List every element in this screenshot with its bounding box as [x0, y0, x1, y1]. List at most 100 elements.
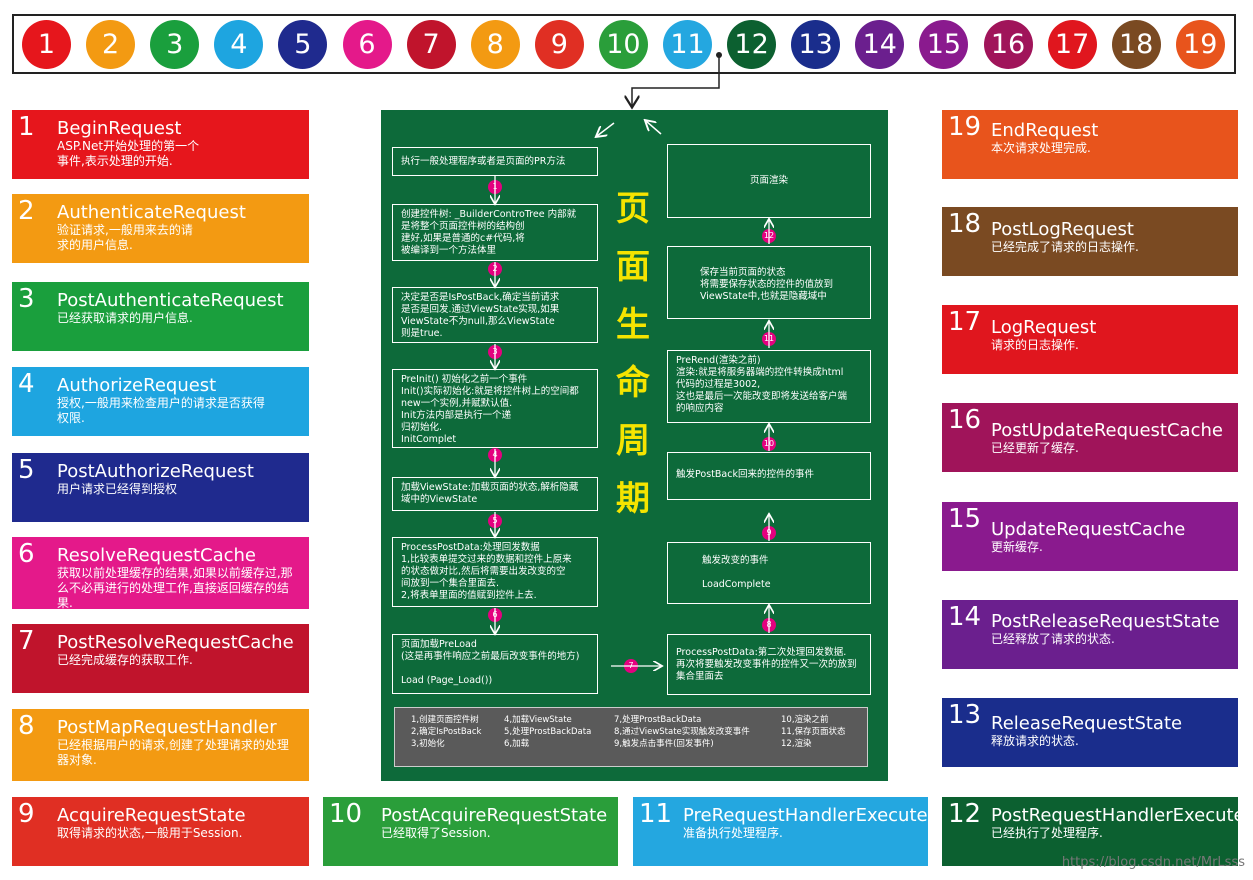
event-card-11: 11 PreRequestHandlerExecute 准备执行处理程序. [633, 797, 928, 866]
event-circle: 12 [727, 20, 777, 69]
event-title: LogRequest [991, 317, 1097, 338]
event-number: 15 [948, 504, 982, 534]
event-circle: 15 [919, 20, 969, 69]
event-card-14: 14 PostReleaseRequestState 已经释放了请求的状态. [942, 600, 1238, 669]
event-card-3: 3 PostAuthenticateRequest 已经获取请求的用户信息. [12, 282, 309, 351]
event-desc: 请求的日志操作. [991, 338, 1079, 352]
event-number: 9 [18, 799, 35, 829]
event-title: PostReleaseRequestState [991, 611, 1220, 632]
step-legend: 1,创建页面控件树 2,确定IsPostBack 3,初始化 4,加载ViewS… [394, 707, 868, 767]
event-number: 6 [18, 539, 35, 569]
event-circle: 4 [214, 20, 264, 69]
event-title: ReleaseRequestState [991, 713, 1183, 734]
event-circle: 11 [663, 20, 712, 69]
event-card-13: 13 ReleaseRequestState 释放请求的状态. [942, 698, 1238, 767]
event-number: 3 [18, 284, 35, 314]
event-circle: 3 [150, 20, 200, 69]
event-desc: 已经根据用户的请求,创建了处理请求的处理器对象. [57, 738, 289, 767]
event-card-17: 17 LogRequest 请求的日志操作. [942, 305, 1238, 374]
page-lifecycle-panel: 执行一般处理程序或者是页面的PR方法 创建控件树: _BuilderContro… [381, 110, 888, 781]
event-title: PostAuthorizeRequest [57, 461, 254, 482]
event-card-7: 7 PostResolveRequestCache 已经完成缓存的获取工作. [12, 624, 309, 693]
event-circle: 16 [983, 20, 1033, 69]
event-circle: 6 [342, 20, 392, 69]
event-number: 5 [18, 455, 35, 485]
event-desc: 验证请求,一般用来去的请求的用户信息. [57, 223, 193, 252]
event-title: AuthorizeRequest [57, 375, 217, 396]
legend-item: 4,加载ViewState [504, 715, 572, 725]
title-char: 页 [616, 189, 650, 229]
title-char: 面 [616, 247, 650, 287]
flow-box-save-state: 保存当前页面的状态 将需要保存状态的控件的值放到 ViewState中,也就是隐… [667, 246, 871, 319]
event-number: 14 [948, 602, 982, 632]
event-title: AuthenticateRequest [57, 202, 246, 223]
event-title: EndRequest [991, 120, 1099, 141]
event-card-2: 2 AuthenticateRequest 验证请求,一般用来去的请求的用户信息… [12, 194, 309, 263]
event-number: 19 [948, 112, 982, 142]
event-card-6: 6 ResolveRequestCache 获取以前处理缓存的结果,如果以前缓存… [12, 537, 309, 609]
event-number: 7 [18, 626, 35, 656]
legend-item: 8,通过ViewState实现触发改变事件 [614, 727, 750, 737]
flow-box-second-postdata: ProcessPostData:第二次处理回发数据. 再次将要触发改变事件的控件… [667, 634, 871, 695]
legend-item: 10,渲染之前 [781, 715, 829, 725]
event-number: 4 [18, 369, 35, 399]
event-card-10: 10 PostAcquireRequestState 已经取得了Session. [323, 797, 618, 866]
event-circle: 18 [1111, 20, 1161, 69]
event-desc: 已经完成了请求的日志操作. [991, 240, 1139, 254]
event-desc: 授权,一般用来检查用户的请求是否获得权限. [57, 396, 265, 425]
title-char: 生 [616, 305, 650, 345]
event-card-1: 1 BeginRequest ASP.Net开始处理的第一个事件,表示处理的开始… [12, 110, 309, 179]
event-title: PostMapRequestHandler [57, 717, 277, 738]
event-desc: 取得请求的状态,一般用于Session. [57, 826, 243, 840]
event-circle: 10 [598, 20, 648, 69]
event-desc: 已经获取请求的用户信息. [57, 311, 193, 325]
event-title: PostAuthenticateRequest [57, 290, 284, 311]
legend-item: 6,加载 [504, 739, 530, 749]
event-circle: 8 [470, 20, 520, 69]
legend-item: 1,创建页面控件树 [411, 715, 479, 725]
event-desc: 用户请求已经得到授权 [57, 482, 178, 496]
event-card-5: 5 PostAuthorizeRequest 用户请求已经得到授权 [12, 453, 309, 522]
event-title: PostRequestHandlerExecute [991, 805, 1238, 826]
event-circle: 1 [22, 20, 71, 69]
event-circle: 5 [278, 20, 328, 69]
event-title: PostLogRequest [991, 219, 1134, 240]
event-circle: 14 [855, 20, 905, 69]
event-card-4: 4 AuthorizeRequest 授权,一般用来检查用户的请求是否获得权限. [12, 367, 309, 436]
title-char: 期 [616, 479, 650, 519]
event-circle: 2 [86, 20, 136, 69]
event-card-12: 12 PostRequestHandlerExecute 已经执行了处理程序. [942, 797, 1238, 866]
flow-box-postback-event: 触发PostBack回来的控件的事件 [667, 452, 871, 500]
event-title: PostResolveRequestCache [57, 632, 294, 653]
legend-item: 3,初始化 [411, 739, 445, 749]
event-desc: 更新缓存. [991, 540, 1043, 554]
title-char: 周 [616, 421, 650, 461]
event-number: 18 [948, 209, 982, 239]
event-desc: 已经执行了处理程序. [991, 826, 1103, 840]
legend-item: 11,保存页面状态 [781, 727, 846, 737]
event-number: 1 [18, 112, 35, 142]
event-number: 2 [18, 196, 35, 226]
event-card-9: 9 AcquireRequestState 取得请求的状态,一般用于Sessio… [12, 797, 309, 866]
event-card-15: 15 UpdateRequestCache 更新缓存. [942, 502, 1238, 571]
event-card-19: 19 EndRequest 本次请求处理完成. [942, 110, 1238, 179]
event-number: 13 [948, 700, 982, 730]
event-circle: 17 [1047, 20, 1097, 69]
event-desc: 已经释放了请求的状态. [991, 632, 1115, 646]
event-number: 16 [948, 405, 982, 435]
event-title: AcquireRequestState [57, 805, 246, 826]
event-number: 10 [329, 799, 363, 829]
event-number: 8 [18, 711, 35, 741]
event-title: ResolveRequestCache [57, 545, 256, 566]
event-title: PostUpdateRequestCache [991, 420, 1223, 441]
legend-item: 5,处理ProstBackData [504, 727, 592, 737]
event-desc: 获取以前处理缓存的结果,如果以前缓存过,那么不必再进行的处理工作,直接返回缓存的… [57, 566, 293, 609]
legend-item: 7,处理ProstBackData [614, 715, 702, 725]
event-title: PostAcquireRequestState [381, 805, 608, 826]
event-desc: 已经更新了缓存. [991, 441, 1079, 455]
event-card-16: 16 PostUpdateRequestCache 已经更新了缓存. [942, 403, 1238, 472]
event-title: PreRequestHandlerExecute [683, 805, 928, 826]
event-title: BeginRequest [57, 118, 182, 139]
event-number: 11 [639, 799, 673, 829]
lifecycle-title: 页 面 生 命 周 期 [613, 180, 653, 528]
